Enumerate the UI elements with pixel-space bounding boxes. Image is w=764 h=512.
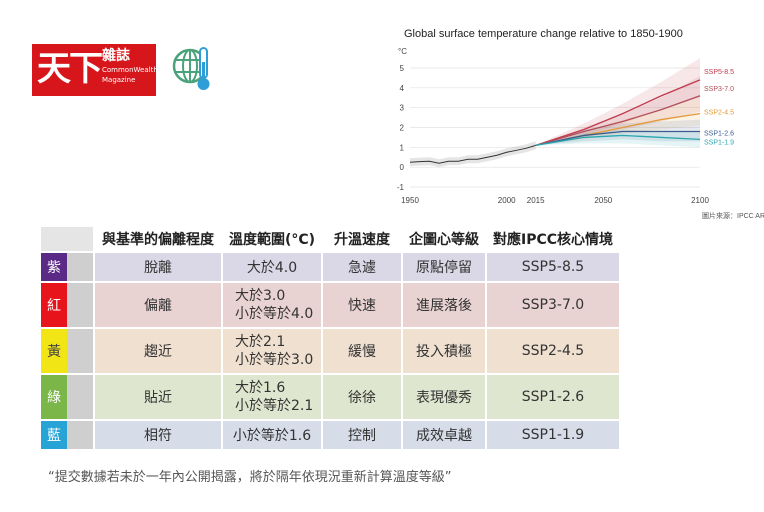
chart-ylabel: °C xyxy=(398,47,407,56)
logo-sub-text: 雜誌 xyxy=(102,48,130,64)
header-range: 溫度範圍(°C) xyxy=(222,226,322,252)
x-tick-label: 2000 xyxy=(498,196,516,205)
y-tick-label: 5 xyxy=(400,64,405,73)
range-line: 大於3.0 xyxy=(235,288,286,304)
level-swatch: 黃 xyxy=(41,329,67,373)
range-cell: 大於3.0 小於等於4.0 xyxy=(222,282,322,328)
deviation-cell: 相符 xyxy=(94,420,222,450)
commonwealth-logo: 天下 雜誌 CommonWealth Magazine xyxy=(32,44,158,96)
table-row: 藍相符 小於等於1.6 控制 成效卓越 SSP1-1.9 xyxy=(40,420,620,450)
range-line: 小於等於1.6 xyxy=(232,428,312,444)
level-cell: 黃 xyxy=(40,328,94,374)
range-line: 大於2.1 xyxy=(235,334,286,350)
chart-title: Global surface temperature change relati… xyxy=(404,28,683,40)
uncertainty-band-SSP3-7.0 xyxy=(535,75,700,146)
footnote: “提交數據若未於一年內公開揭露，將於隔年依現況重新計算溫度等級” xyxy=(48,470,452,485)
uncertainty-band-SSP2-4.5 xyxy=(535,97,700,146)
header-ambition: 企圖心等級 xyxy=(402,226,486,252)
range-line: 大於1.6 xyxy=(235,380,286,396)
logo-main-text: 天下 xyxy=(37,49,103,89)
series-line-SSP1-1.9 xyxy=(535,134,701,146)
level-cell: 藍 xyxy=(40,420,94,450)
legend-label-SSP5-8.5: SSP5-8.5 xyxy=(704,69,734,76)
level-swatch: 紅 xyxy=(41,283,67,327)
deviation-cell: 偏離 xyxy=(94,282,222,328)
speed-cell: 徐徐 xyxy=(322,374,402,420)
header-level xyxy=(40,226,94,252)
x-tick-label: 2100 xyxy=(691,196,709,205)
historical-band xyxy=(410,141,536,168)
table-header-row: 與基準的偏離程度 溫度範圍(°C) 升溫速度 企圖心等級 對應IPCC核心情境 xyxy=(40,226,620,252)
deviation-cell: 脫離 xyxy=(94,252,222,282)
ambition-cell: 表現優秀 xyxy=(402,374,486,420)
temperature-chart: Global surface temperature change relati… xyxy=(397,28,764,220)
speed-cell: 緩慢 xyxy=(322,328,402,374)
ambition-cell: 成效卓越 xyxy=(402,420,486,450)
scenario-cell: SSP1-1.9 xyxy=(486,420,620,450)
deviation-cell: 趨近 xyxy=(94,328,222,374)
logo-en-line1: CommonWealth xyxy=(102,66,158,74)
y-tick-label: -1 xyxy=(397,183,405,192)
uncertainty-band-SSP1-1.9 xyxy=(535,129,700,148)
table-row: 黃趨近 大於2.1 小於等於3.0 緩慢 投入積極 SSP2-4.5 xyxy=(40,328,620,374)
deviation-cell: 貼近 xyxy=(94,374,222,420)
scenario-cell: SSP3-7.0 xyxy=(486,282,620,328)
table-row: 紫脫離 大於4.0 急遽 原點停留 SSP5-8.5 xyxy=(40,252,620,282)
series-line-SSP3-7.0 xyxy=(535,95,701,146)
range-line: 小於等於3.0 xyxy=(235,352,314,368)
level-swatch: 紫 xyxy=(41,253,67,281)
scenario-cell: SSP2-4.5 xyxy=(486,328,620,374)
y-tick-label: 3 xyxy=(400,104,405,113)
scenario-cell: SSP1-2.6 xyxy=(486,374,620,420)
level-cell: 綠 xyxy=(40,374,94,420)
series-line-SSP5-8.5 xyxy=(535,79,701,146)
level-cell: 紅 xyxy=(40,282,94,328)
series-line-SSP1-2.6 xyxy=(535,130,700,146)
range-line: 大於4.0 xyxy=(246,260,298,276)
scenario-cell: SSP5-8.5 xyxy=(486,252,620,282)
y-tick-label: 4 xyxy=(400,84,405,93)
y-tick-label: 1 xyxy=(400,143,405,152)
range-line: 小於等於4.0 xyxy=(235,306,314,322)
table-row: 紅偏離 大於3.0 小於等於4.0 快速 進展落後 SSP3-7.0 xyxy=(40,282,620,328)
level-swatch: 藍 xyxy=(41,421,67,449)
header-deviation: 與基準的偏離程度 xyxy=(94,226,222,252)
ambition-cell: 進展落後 xyxy=(402,282,486,328)
speed-cell: 控制 xyxy=(322,420,402,450)
ambition-cell: 原點停留 xyxy=(402,252,486,282)
table-row: 綠貼近 大於1.6 小於等於2.1 徐徐 表現優秀 SSP1-2.6 xyxy=(40,374,620,420)
header-speed: 升溫速度 xyxy=(322,226,402,252)
range-cell: 大於4.0 xyxy=(222,252,322,282)
range-cell: 小於等於1.6 xyxy=(222,420,322,450)
logo-en-line2: Magazine xyxy=(102,76,136,84)
x-tick-label: 1950 xyxy=(401,196,419,205)
x-tick-label: 2015 xyxy=(527,196,545,205)
level-cell: 紫 xyxy=(40,252,94,282)
chart-source: 圖片來源：IPCC AR6 xyxy=(702,211,764,220)
speed-cell: 快速 xyxy=(322,282,402,328)
legend-label-SSP3-7.0: SSP3-7.0 xyxy=(704,86,734,93)
range-cell: 大於1.6 小於等於2.1 xyxy=(222,374,322,420)
globe-thermometer-icon xyxy=(172,47,210,90)
y-tick-label: 0 xyxy=(400,163,405,172)
level-swatch: 綠 xyxy=(41,375,67,419)
legend-label-SSP2-4.5: SSP2-4.5 xyxy=(704,110,734,117)
ambition-cell: 投入積極 xyxy=(402,328,486,374)
speed-cell: 急遽 xyxy=(322,252,402,282)
historical-line xyxy=(409,144,536,164)
legend-label-SSP1-1.9: SSP1-1.9 xyxy=(704,139,734,146)
range-cell: 大於2.1 小於等於3.0 xyxy=(222,328,322,374)
header-scenario: 對應IPCC核心情境 xyxy=(486,226,620,252)
y-tick-label: 2 xyxy=(400,124,405,133)
range-line: 小於等於2.1 xyxy=(235,398,314,414)
x-tick-label: 2050 xyxy=(594,196,612,205)
legend-label-SSP1-2.6: SSP1-2.6 xyxy=(704,130,734,137)
uncertainty-band-SSP5-8.5 xyxy=(535,58,700,146)
